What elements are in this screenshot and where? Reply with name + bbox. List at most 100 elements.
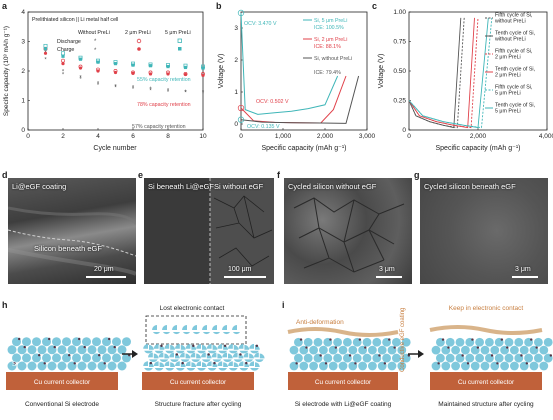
particle-fragment bbox=[207, 368, 217, 371]
micrograph-d-label2: Silicon beneath eGF bbox=[34, 244, 102, 253]
binder-dot bbox=[549, 354, 553, 357]
si-particle bbox=[480, 361, 490, 371]
legend-label: Tenth cycle of Si, without PreLi bbox=[495, 31, 535, 43]
particle-fragment bbox=[238, 343, 244, 349]
binder-dot bbox=[496, 362, 499, 365]
si-particle bbox=[343, 337, 352, 347]
si-particle bbox=[57, 345, 67, 355]
h-si-label: Si bbox=[12, 361, 18, 368]
x-tick-label: 0 bbox=[26, 133, 30, 140]
si-particle bbox=[333, 353, 342, 363]
texture-streak bbox=[8, 248, 136, 276]
panel-a-ticks: 0 2 4 6 8 10 0 1 2 3 4 bbox=[21, 9, 207, 140]
particle-fragment bbox=[202, 362, 207, 367]
particle-fragment bbox=[143, 343, 148, 349]
binder-dot bbox=[23, 345, 26, 349]
legend-label: Tenth cycle of Si, 5 μm PreLi bbox=[495, 103, 535, 115]
annotation-55: 55% capacity retention bbox=[137, 77, 191, 83]
data-point bbox=[131, 71, 135, 75]
particle-fragment bbox=[175, 343, 180, 349]
particle-fragment bbox=[153, 361, 159, 366]
y-tick-label: 2 bbox=[21, 68, 25, 75]
legend-without-name: Si, without PreLi bbox=[314, 56, 352, 62]
data-point bbox=[43, 51, 48, 55]
binder-dot bbox=[38, 354, 41, 357]
legend-label: Tenth cycle of Si, 2 μm PreLi bbox=[495, 67, 535, 79]
particle-fragment bbox=[148, 352, 153, 358]
particle-fragment bbox=[186, 350, 196, 354]
particle-fragment bbox=[233, 359, 243, 363]
micrograph-d-texture bbox=[8, 206, 136, 276]
micrograph-e-label: Si beneath Li@eGF bbox=[148, 182, 214, 191]
binder-dot bbox=[466, 362, 470, 365]
si-particle bbox=[387, 361, 397, 371]
si-particle bbox=[382, 353, 391, 363]
data-point: * bbox=[149, 87, 152, 93]
particle-fragment bbox=[218, 368, 227, 371]
micrograph-f-label: Cycled silicon without eGF bbox=[288, 182, 377, 191]
data-point bbox=[78, 57, 83, 61]
data-point bbox=[166, 72, 170, 76]
si-particle bbox=[392, 337, 401, 347]
data-point bbox=[201, 66, 205, 70]
scale-text-g: 3 μm bbox=[515, 266, 531, 273]
si-particle bbox=[504, 337, 514, 347]
data-point: * bbox=[202, 92, 205, 98]
panel-c-ticks: 0 2,000 4,000 0 0.25 0.50 0.75 1.00 bbox=[393, 9, 553, 140]
particle-fragment bbox=[176, 368, 185, 371]
panel-label-e: e bbox=[138, 170, 144, 180]
data-point: * bbox=[132, 87, 135, 93]
y-tick-label: 0.50 bbox=[393, 68, 406, 75]
x-tick-label: 2 bbox=[61, 133, 65, 140]
particle-fragment bbox=[154, 350, 164, 354]
h-top-label: Lost electronic contact bbox=[160, 305, 225, 312]
particle-fragment bbox=[196, 361, 201, 366]
particle-fragment bbox=[232, 352, 238, 358]
binder-dot bbox=[160, 344, 163, 348]
i-anti-label: Anti-deformation bbox=[296, 319, 344, 326]
si-particle bbox=[12, 353, 21, 363]
particle-fragment bbox=[202, 325, 207, 330]
particle-fragment bbox=[244, 344, 250, 350]
particle-fragment bbox=[183, 332, 190, 335]
binder-dot bbox=[354, 362, 357, 365]
si-particle bbox=[303, 353, 313, 363]
particle-fragment bbox=[191, 362, 197, 367]
y-tick-label: 3 bbox=[21, 39, 25, 46]
data-point bbox=[113, 62, 118, 66]
particle-fragment bbox=[180, 359, 190, 363]
binder-dot bbox=[447, 346, 450, 349]
legend-without-ice: ICE: 79.4% bbox=[314, 70, 341, 76]
i-left-egf-coating bbox=[287, 327, 399, 337]
ocv-marker bbox=[237, 116, 245, 123]
particle-fragment bbox=[185, 361, 191, 366]
binder-dot bbox=[461, 354, 464, 357]
si-particle bbox=[490, 345, 500, 355]
particle-fragment bbox=[164, 353, 170, 359]
micrograph-f-texture bbox=[293, 197, 405, 273]
panel-a-points: ******************** bbox=[43, 43, 205, 98]
si-particle bbox=[52, 337, 61, 347]
interface-dashed-line bbox=[8, 229, 136, 257]
particle-fragment bbox=[223, 359, 232, 363]
panel-label-i: i bbox=[282, 300, 285, 310]
x-tick-label: 1,000 bbox=[275, 133, 292, 140]
x-tick-label: 2,000 bbox=[470, 133, 487, 140]
particle-fragment bbox=[203, 332, 210, 335]
y-tick-label: 1 bbox=[21, 98, 25, 105]
series-line bbox=[408, 17, 462, 129]
particle-fragment bbox=[144, 368, 153, 371]
particle-fragment bbox=[164, 343, 170, 349]
particle-fragment bbox=[143, 361, 148, 366]
i-right-collector bbox=[430, 372, 542, 390]
legend-label: Fifth cycle of Si, 5 μm PreLi bbox=[495, 85, 532, 97]
data-point bbox=[148, 64, 153, 68]
legend-marker-5um-charge bbox=[178, 47, 182, 51]
binder-dot bbox=[213, 361, 216, 365]
particle-fragment bbox=[217, 343, 223, 349]
i-right-collector-label: Cu current collector bbox=[458, 379, 515, 386]
si-particle bbox=[510, 361, 519, 371]
data-point bbox=[96, 69, 100, 73]
h-caption-right: Structure fracture after cycling bbox=[155, 401, 242, 408]
y-tick-label: 1.00 bbox=[393, 9, 406, 16]
